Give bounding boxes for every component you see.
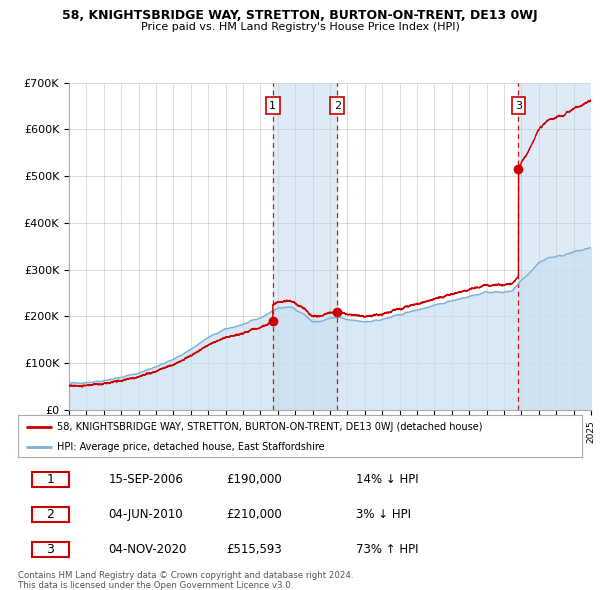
FancyBboxPatch shape <box>32 472 69 487</box>
Text: 58, KNIGHTSBRIDGE WAY, STRETTON, BURTON-ON-TRENT, DE13 0WJ: 58, KNIGHTSBRIDGE WAY, STRETTON, BURTON-… <box>62 9 538 22</box>
Text: £515,593: £515,593 <box>227 543 283 556</box>
Text: 04-NOV-2020: 04-NOV-2020 <box>108 543 187 556</box>
Text: 14% ↓ HPI: 14% ↓ HPI <box>356 473 419 486</box>
Text: 3: 3 <box>46 543 54 556</box>
Text: 73% ↑ HPI: 73% ↑ HPI <box>356 543 419 556</box>
Bar <box>273 83 337 410</box>
Text: £210,000: £210,000 <box>227 508 283 522</box>
Text: 58, KNIGHTSBRIDGE WAY, STRETTON, BURTON-ON-TRENT, DE13 0WJ (detached house): 58, KNIGHTSBRIDGE WAY, STRETTON, BURTON-… <box>58 422 483 432</box>
Text: 2: 2 <box>334 100 341 110</box>
Bar <box>518 83 591 410</box>
Text: 3: 3 <box>515 100 522 110</box>
Text: £190,000: £190,000 <box>227 473 283 486</box>
Text: 1: 1 <box>46 473 54 486</box>
Text: Contains HM Land Registry data © Crown copyright and database right 2024.
This d: Contains HM Land Registry data © Crown c… <box>18 571 353 590</box>
Text: 3% ↓ HPI: 3% ↓ HPI <box>356 508 412 522</box>
Text: HPI: Average price, detached house, East Staffordshire: HPI: Average price, detached house, East… <box>58 442 325 451</box>
FancyBboxPatch shape <box>32 542 69 558</box>
FancyBboxPatch shape <box>32 507 69 522</box>
Text: 04-JUN-2010: 04-JUN-2010 <box>108 508 183 522</box>
Text: Price paid vs. HM Land Registry's House Price Index (HPI): Price paid vs. HM Land Registry's House … <box>140 22 460 32</box>
Text: 15-SEP-2006: 15-SEP-2006 <box>108 473 183 486</box>
Text: 2: 2 <box>46 508 54 522</box>
Text: 1: 1 <box>269 100 276 110</box>
